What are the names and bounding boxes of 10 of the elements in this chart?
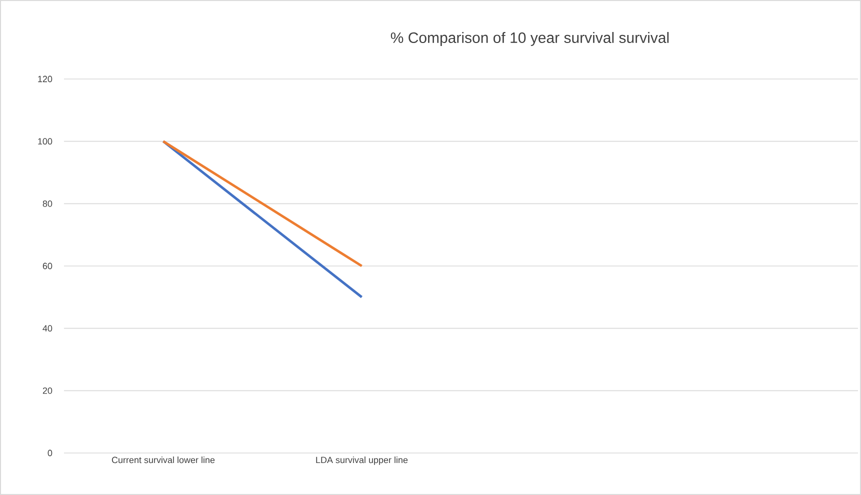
y-tick-label: 40 — [42, 325, 52, 332]
y-tick-label: 120 — [38, 76, 52, 82]
y-tick-label: 60 — [42, 262, 52, 270]
y-tick-label: 100 — [38, 138, 52, 145]
x-tick-label: Current survival lower line — [112, 456, 215, 464]
chart-title: % Comparison of 10 year survival survival — [390, 32, 669, 46]
y-tick-label: 0 — [48, 450, 52, 456]
y-tick-label: 80 — [42, 200, 52, 207]
y-tick-label: 20 — [42, 387, 52, 394]
x-tick-label: LDA survival upper line — [316, 456, 408, 465]
